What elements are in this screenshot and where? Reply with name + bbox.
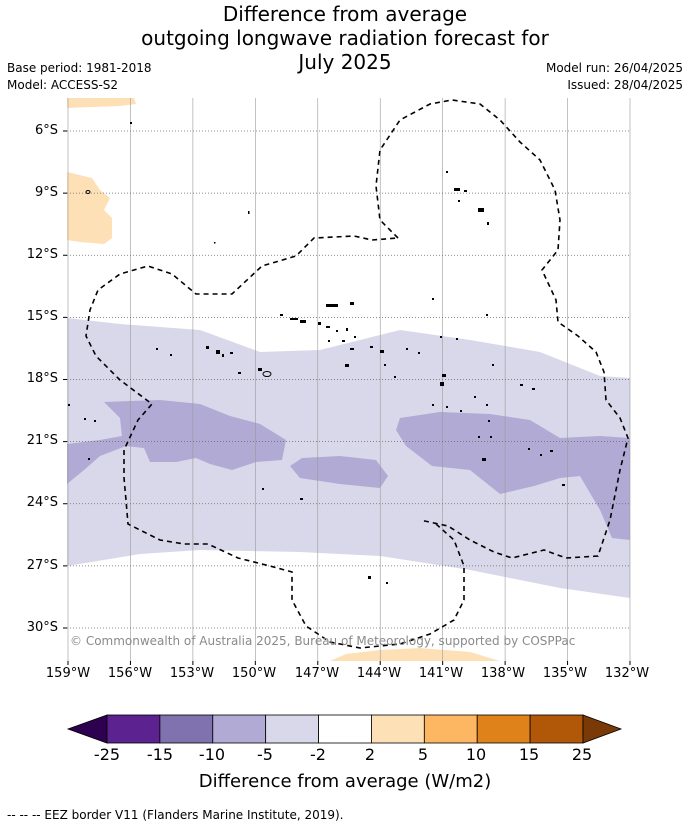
colorbar-segment (106, 714, 161, 744)
lat-label-15s: 15°S (26, 309, 58, 324)
map-gridlines (67, 98, 631, 661)
lat-label-6s: 6°S (34, 123, 58, 138)
model-name: Model: ACCESS-S2 (7, 78, 119, 92)
lon-label-156w: 156°W (107, 666, 153, 681)
positive-anomaly-nw-top (67, 98, 136, 108)
colorbar-tick-0: -25 (93, 745, 121, 764)
colorbar-segment (318, 714, 372, 744)
colorbar-segment (159, 714, 214, 744)
colorbar-segment (476, 714, 531, 744)
colorbar-tick-5: 2 (364, 745, 376, 764)
colorbar-extend-low (66, 714, 108, 744)
lat-label-21s: 21°S (26, 433, 58, 448)
lat-label-30s: 30°S (26, 620, 58, 635)
lat-label-18s: 18°S (26, 371, 58, 386)
meta-right: Model run: 26/04/2025 Issued: 28/04/2025 (546, 60, 683, 94)
lon-label-141w: 141°W (418, 666, 464, 681)
copyright-text: © Commonwealth of Australia 2025, Bureau… (70, 634, 576, 648)
lon-label-153w: 153°W (169, 666, 215, 681)
model-run: Model run: 26/04/2025 (545, 61, 683, 75)
positive-anomaly-nw (67, 172, 112, 244)
map-panel (63, 98, 631, 665)
lon-label-135w: 135°W (542, 666, 588, 681)
lat-label-24s: 24°S (26, 495, 58, 510)
colorbar-segment (212, 714, 267, 744)
colorbar-tick-4: -2 (310, 745, 326, 764)
meta-left: Base period: 1981-2018 Model: ACCESS-S2 (7, 60, 152, 94)
anomaly-patch-east (396, 412, 630, 540)
axis-ticks (63, 130, 631, 665)
anomaly-patch-west (67, 400, 286, 484)
colorbar-segment (371, 714, 425, 744)
anomaly-patch-center (290, 456, 388, 488)
colorbar-tick-9: 25 (571, 745, 593, 764)
issued-date: Issued: 28/04/2025 (567, 78, 683, 92)
colorbar-tick-7: 10 (465, 745, 487, 764)
title-line-3: July 2025 (298, 50, 392, 74)
colorbar-tick-6: 5 (417, 745, 429, 764)
lat-label-27s: 27°S (26, 558, 58, 573)
positive-anomaly-south (330, 648, 500, 661)
colorbar-segment (529, 714, 584, 744)
lon-label-132w: 132°W (604, 666, 650, 681)
lon-label-144w: 144°W (356, 666, 402, 681)
eez-legend-note: -- -- -- EEZ border V11 (Flanders Marine… (7, 808, 344, 822)
lon-label-138w: 138°W (480, 666, 526, 681)
lat-label-12s: 12°S (26, 247, 58, 262)
lon-label-150w: 150°W (231, 666, 277, 681)
eez-border (85, 99, 629, 649)
lat-label-9s: 9°S (34, 185, 58, 200)
lon-label-159w: 159°W (45, 666, 91, 681)
colorbar-tick-3: -5 (257, 745, 273, 764)
base-period: Base period: 1981-2018 (7, 61, 152, 75)
colorbar-segment (265, 714, 319, 744)
title-line-1: Difference from average (222, 2, 468, 26)
colorbar-tick-2: -10 (198, 745, 226, 764)
colorbar-tick-8: 15 (518, 745, 540, 764)
colorbar-segment (423, 714, 478, 744)
chart-title: Difference from average outgoing longwav… (0, 2, 690, 74)
colorbar-tick-1: -15 (146, 745, 174, 764)
islands (68, 122, 565, 584)
lon-label-147w: 147°W (294, 666, 340, 681)
title-line-2: outgoing longwave radiation forecast for (141, 26, 549, 50)
colorbar-extend-high (582, 714, 623, 744)
colorbar-title: Difference from average (W/m2) (198, 771, 492, 792)
